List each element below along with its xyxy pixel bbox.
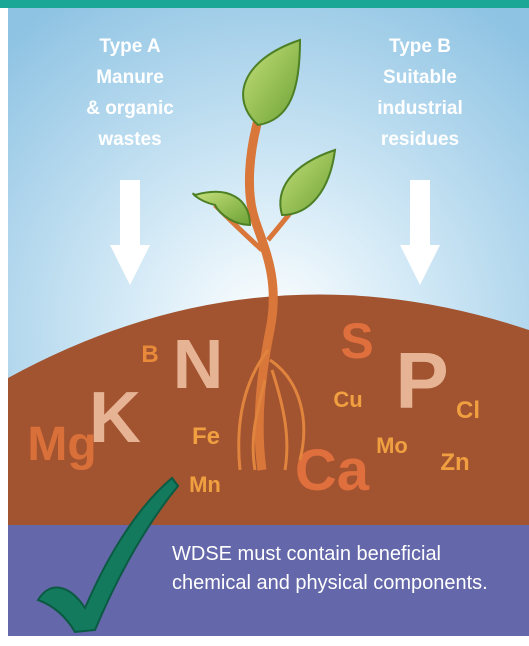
type-a-line: Type A bbox=[99, 36, 161, 57]
element-symbol: Zn bbox=[440, 449, 469, 476]
type-b-line: industrial bbox=[377, 98, 463, 119]
element-symbol: Mn bbox=[189, 472, 221, 497]
infographic: Type A Manure & organic wastes Type B Suitabl… bbox=[0, 0, 529, 646]
element-symbol: N bbox=[173, 325, 224, 403]
element-symbol: B bbox=[141, 341, 158, 368]
caption: WDSE must contain beneficial chemical an… bbox=[172, 540, 517, 598]
element-symbol: Mo bbox=[376, 433, 408, 458]
top-border bbox=[0, 0, 529, 8]
type-b-line: Suitable bbox=[383, 67, 457, 88]
type-b-line: Type B bbox=[389, 36, 451, 57]
type-a-line: wastes bbox=[97, 129, 161, 150]
type-b-line: residues bbox=[381, 129, 459, 150]
type-a-line: Manure bbox=[96, 67, 164, 88]
element-symbol: Cl bbox=[456, 397, 480, 424]
element-symbol: Fe bbox=[192, 423, 220, 450]
element-symbol: Cu bbox=[333, 387, 362, 412]
element-symbol: K bbox=[89, 378, 141, 458]
element-symbol: Mg bbox=[27, 418, 96, 471]
element-symbol: Ca bbox=[295, 438, 370, 503]
element-symbol: S bbox=[340, 313, 373, 369]
element-symbol: P bbox=[395, 336, 448, 425]
type-a-line: & organic bbox=[86, 98, 174, 119]
